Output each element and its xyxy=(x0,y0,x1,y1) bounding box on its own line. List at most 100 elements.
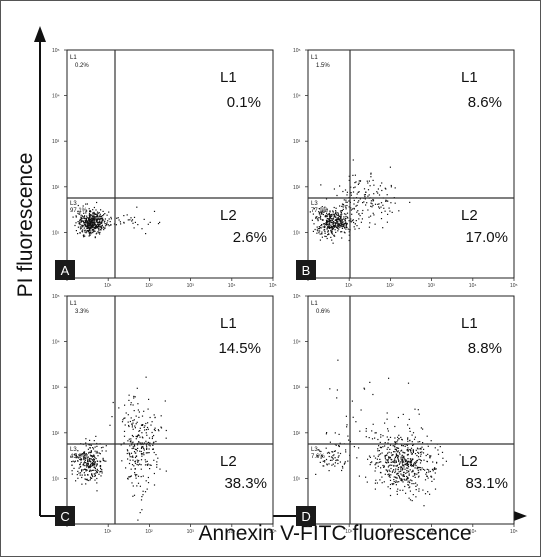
event-dot xyxy=(77,470,79,472)
event-dot xyxy=(158,430,160,432)
event-dot xyxy=(88,479,90,482)
event-dot xyxy=(92,218,94,220)
event-dot xyxy=(100,209,102,211)
quadrant-l2-label: L2 xyxy=(220,207,237,224)
event-dot xyxy=(144,442,146,444)
event-dot xyxy=(337,222,339,224)
event-dot xyxy=(374,203,377,205)
event-dot xyxy=(319,212,321,214)
event-dot xyxy=(336,389,338,391)
event-dot xyxy=(104,223,106,225)
panel-border xyxy=(307,49,515,279)
event-dot xyxy=(100,447,103,449)
event-dot xyxy=(383,481,385,483)
event-dot xyxy=(371,461,373,463)
event-dot xyxy=(315,216,317,218)
event-dot xyxy=(357,201,359,203)
event-dot xyxy=(98,227,100,229)
event-dot xyxy=(89,218,91,220)
event-dot xyxy=(332,463,334,465)
event-dot xyxy=(141,446,143,448)
event-dot xyxy=(411,500,413,502)
event-dot xyxy=(132,422,134,424)
event-dot xyxy=(395,468,397,470)
event-dot xyxy=(395,476,397,478)
event-dot xyxy=(326,227,328,229)
event-dot xyxy=(396,451,399,453)
event-dot xyxy=(88,208,90,210)
event-dot xyxy=(81,470,83,472)
event-dot xyxy=(326,464,328,466)
event-dot xyxy=(89,444,91,446)
event-dot xyxy=(335,211,337,213)
event-dot xyxy=(395,481,397,483)
event-dot xyxy=(328,470,330,472)
event-dot xyxy=(369,222,371,224)
event-dot xyxy=(345,415,347,417)
event-dot xyxy=(104,225,107,227)
event-dot xyxy=(351,400,353,402)
event-dot xyxy=(387,213,389,215)
event-dot xyxy=(412,449,414,451)
event-dot xyxy=(138,411,140,413)
event-dot xyxy=(398,434,400,436)
event-dot xyxy=(131,423,133,425)
event-dot xyxy=(329,216,332,218)
event-dot xyxy=(148,398,150,400)
event-dot xyxy=(84,468,86,470)
event-dot xyxy=(88,444,90,446)
quadrant-l1-tag: L1 xyxy=(311,55,318,61)
event-dot xyxy=(393,464,395,467)
event-dot xyxy=(344,189,347,191)
event-dot xyxy=(364,196,366,198)
event-dot xyxy=(147,408,149,410)
event-dot xyxy=(334,432,336,434)
event-dot xyxy=(318,217,320,219)
event-dot xyxy=(133,410,135,412)
event-dot xyxy=(317,228,319,230)
event-dot xyxy=(146,434,148,436)
dot-cloud xyxy=(309,159,411,244)
event-dot xyxy=(388,457,390,459)
event-dot xyxy=(146,426,149,429)
event-dot xyxy=(459,454,461,456)
event-dot xyxy=(316,229,318,231)
event-dot xyxy=(409,201,411,203)
event-dot xyxy=(352,159,354,161)
panel-d: 10¹10¹10²10²10³10³10⁴10⁴10⁵10⁵L10.6%L37.… xyxy=(293,294,518,535)
event-dot xyxy=(98,223,100,226)
event-dot xyxy=(130,217,132,219)
event-dot xyxy=(417,456,420,458)
event-dot xyxy=(367,209,369,211)
event-dot xyxy=(437,453,440,455)
event-dot xyxy=(329,226,331,228)
event-dot xyxy=(426,461,428,463)
event-dot xyxy=(330,227,332,229)
event-dot xyxy=(153,484,156,486)
event-dot xyxy=(151,431,153,434)
event-dot xyxy=(338,215,340,217)
y-tick-label: 10³ xyxy=(293,385,301,391)
event-dot xyxy=(321,236,323,238)
event-dot xyxy=(402,481,404,483)
event-dot xyxy=(394,202,396,204)
event-dot xyxy=(83,216,85,218)
event-dot xyxy=(346,212,349,214)
event-dot xyxy=(345,199,347,201)
event-dot xyxy=(404,485,406,488)
event-dot xyxy=(324,235,326,237)
event-dot xyxy=(362,209,364,212)
event-dot xyxy=(321,219,324,221)
event-dot xyxy=(348,179,350,181)
event-dot xyxy=(77,204,79,207)
quadrant-l1-small-value: 0.2% xyxy=(75,63,89,69)
event-dot xyxy=(324,216,326,218)
quadrant-l2-value: 17.0% xyxy=(465,229,508,246)
event-dot xyxy=(101,224,103,226)
event-dot xyxy=(337,212,339,214)
event-dot xyxy=(334,223,336,225)
event-dot xyxy=(95,472,97,474)
event-dot xyxy=(96,221,98,223)
event-dot xyxy=(99,465,101,467)
event-dot xyxy=(370,200,372,202)
